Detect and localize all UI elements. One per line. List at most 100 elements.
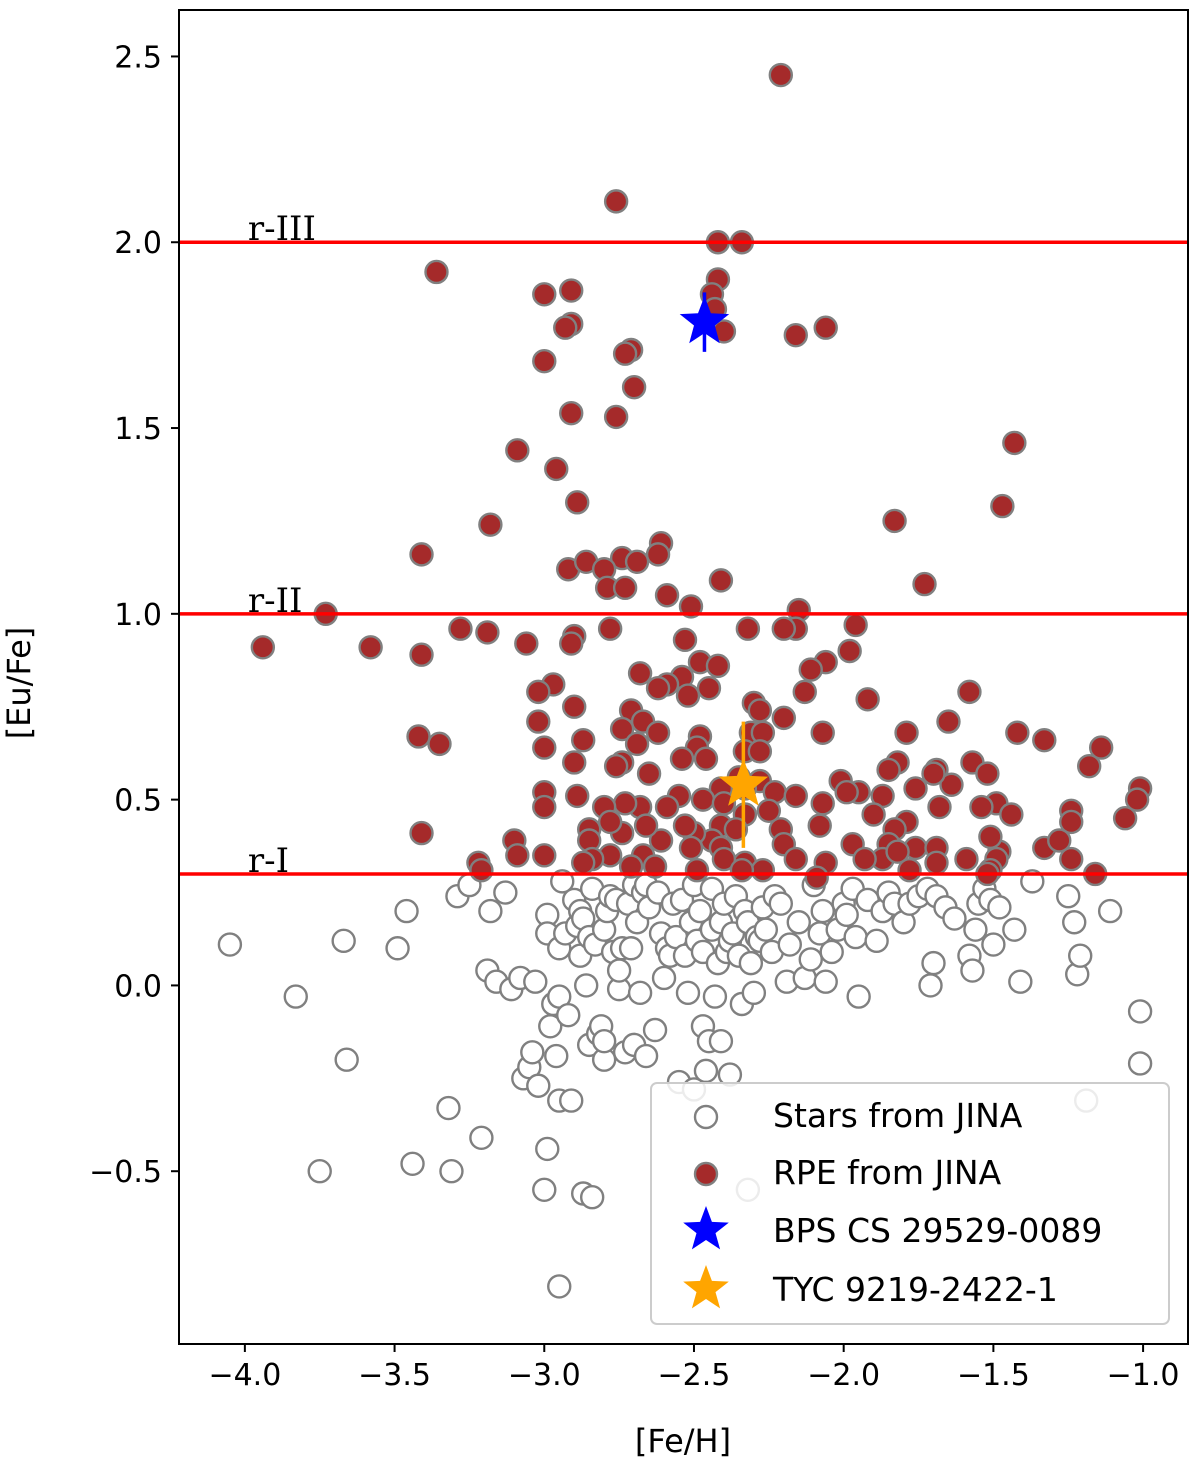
rpe-point-45 bbox=[735, 616, 761, 641]
rpe-point-80 bbox=[609, 716, 635, 742]
plot-frame bbox=[178, 9, 1189, 1345]
rpe-point-55 bbox=[250, 635, 276, 660]
rpe-point-95 bbox=[532, 735, 557, 760]
rpe-point-63 bbox=[627, 661, 653, 686]
rpe-point-195 bbox=[750, 858, 776, 883]
rpe-point-88 bbox=[894, 720, 919, 745]
open-point-160 bbox=[1056, 884, 1081, 909]
rpe-point-175 bbox=[678, 835, 704, 861]
rpe-point-180 bbox=[532, 843, 557, 868]
rpe-point-24 bbox=[565, 490, 590, 515]
rpe-point-71 bbox=[957, 679, 982, 705]
open-point-3 bbox=[331, 928, 356, 954]
rpe-point-114 bbox=[939, 772, 964, 797]
y-tick-label-4: 1.5 bbox=[114, 412, 162, 447]
open-point-8 bbox=[436, 1095, 461, 1121]
rpe-point-7 bbox=[559, 278, 584, 303]
rpe-point-40 bbox=[654, 583, 680, 608]
rpe-point-122 bbox=[810, 791, 835, 816]
open-point-92 bbox=[693, 1058, 719, 1084]
y-tick-label-1: 0.0 bbox=[114, 969, 162, 1004]
rpe-point-160 bbox=[597, 809, 623, 835]
rpe-point-11 bbox=[553, 315, 578, 340]
rpe-point-107 bbox=[975, 761, 1000, 786]
rpe-point-35 bbox=[624, 549, 650, 575]
rpe-point-137 bbox=[999, 802, 1024, 827]
rpe-point-58 bbox=[409, 642, 434, 667]
threshold-lines: r-III r-II r-I bbox=[179, 209, 1188, 881]
open-point-120 bbox=[777, 932, 802, 957]
open-point-22 bbox=[523, 969, 548, 994]
rpe-point-85 bbox=[406, 724, 431, 749]
open-point-148 bbox=[942, 906, 967, 931]
x-tick-label-2: −3.0 bbox=[508, 1358, 581, 1393]
rpe-point-194 bbox=[897, 858, 922, 883]
open-point-68 bbox=[627, 980, 653, 1006]
rpe-point-144 bbox=[927, 794, 952, 820]
open-point-16 bbox=[493, 880, 518, 905]
rpe-point-69 bbox=[696, 675, 722, 701]
rpe-point-0 bbox=[768, 62, 794, 88]
rpe-point-192 bbox=[1059, 846, 1084, 872]
rpe-point-49 bbox=[448, 616, 473, 641]
x-tick-label-6: −1.0 bbox=[1107, 1358, 1180, 1393]
legend-marker-2 bbox=[683, 1206, 729, 1250]
rpe-point-126 bbox=[690, 787, 716, 812]
x-tick-label-5: −1.5 bbox=[957, 1358, 1030, 1393]
rpe-point-196 bbox=[618, 854, 644, 879]
open-point-6 bbox=[394, 898, 419, 924]
rpe-point-54 bbox=[514, 631, 539, 656]
highlight-stars bbox=[679, 292, 769, 848]
rpe-point-47 bbox=[843, 612, 868, 638]
open-point-34 bbox=[550, 869, 575, 894]
open-point-47 bbox=[579, 1185, 605, 1210]
open-point-23 bbox=[526, 1073, 551, 1098]
open-point-161 bbox=[1062, 910, 1087, 935]
rpe-point-81 bbox=[645, 720, 671, 745]
open-point-36 bbox=[556, 1002, 581, 1028]
rpe-point-146 bbox=[861, 802, 886, 827]
rpe-point-201 bbox=[729, 858, 755, 883]
x-tick-label-4: −2.0 bbox=[807, 1358, 880, 1393]
rpe-point-37 bbox=[912, 571, 937, 597]
rpe-point-19 bbox=[559, 400, 584, 426]
rpe-point-185 bbox=[783, 846, 808, 872]
y-axis-label: [Eu/Fe] bbox=[0, 627, 38, 740]
open-point-70 bbox=[633, 1043, 659, 1069]
open-point-127 bbox=[813, 969, 838, 994]
rpe-point-86 bbox=[810, 720, 835, 745]
rpe-point-171 bbox=[1047, 828, 1072, 853]
rpe-point-98 bbox=[747, 739, 773, 764]
axes: −4.0 −3.5 −3.0 −2.5 −2.0 −1.5 −1.0 −0.5 0.0 0.5 1.… bbox=[89, 40, 1179, 1393]
open-point-73 bbox=[642, 1017, 668, 1043]
rpe-point-136 bbox=[969, 794, 994, 820]
rpe-point-30 bbox=[645, 542, 671, 567]
star-point-1 bbox=[718, 758, 769, 806]
rpe-point-31 bbox=[409, 542, 434, 567]
open-point-4 bbox=[334, 1047, 359, 1072]
rpe-point-39 bbox=[612, 575, 638, 601]
open-point-1 bbox=[283, 984, 308, 1009]
rpe-point-188 bbox=[885, 839, 910, 864]
rpe-point-78 bbox=[771, 705, 797, 731]
open-point-156 bbox=[987, 895, 1012, 920]
threshold-label-0: r-III bbox=[248, 209, 316, 249]
rpe-point-76 bbox=[855, 687, 880, 712]
rpe-point-18 bbox=[621, 374, 647, 400]
rpe-point-162 bbox=[409, 820, 434, 846]
open-point-21 bbox=[520, 1040, 545, 1065]
rpe-point-141 bbox=[1124, 787, 1150, 812]
rpe-point-93 bbox=[570, 727, 596, 753]
open-point-53 bbox=[591, 1028, 617, 1054]
rpe-point-143 bbox=[1059, 809, 1084, 835]
rpe-point-184 bbox=[711, 846, 737, 872]
open-point-96 bbox=[702, 984, 728, 1009]
rpe-point-200 bbox=[852, 846, 877, 872]
rpe-point-92 bbox=[624, 731, 650, 757]
rpe-point-68 bbox=[526, 679, 551, 705]
rpe-point-110 bbox=[636, 761, 662, 786]
rpe-point-70 bbox=[675, 683, 701, 708]
y-tick-label-5: 2.0 bbox=[114, 226, 162, 261]
open-point-126 bbox=[810, 898, 835, 924]
